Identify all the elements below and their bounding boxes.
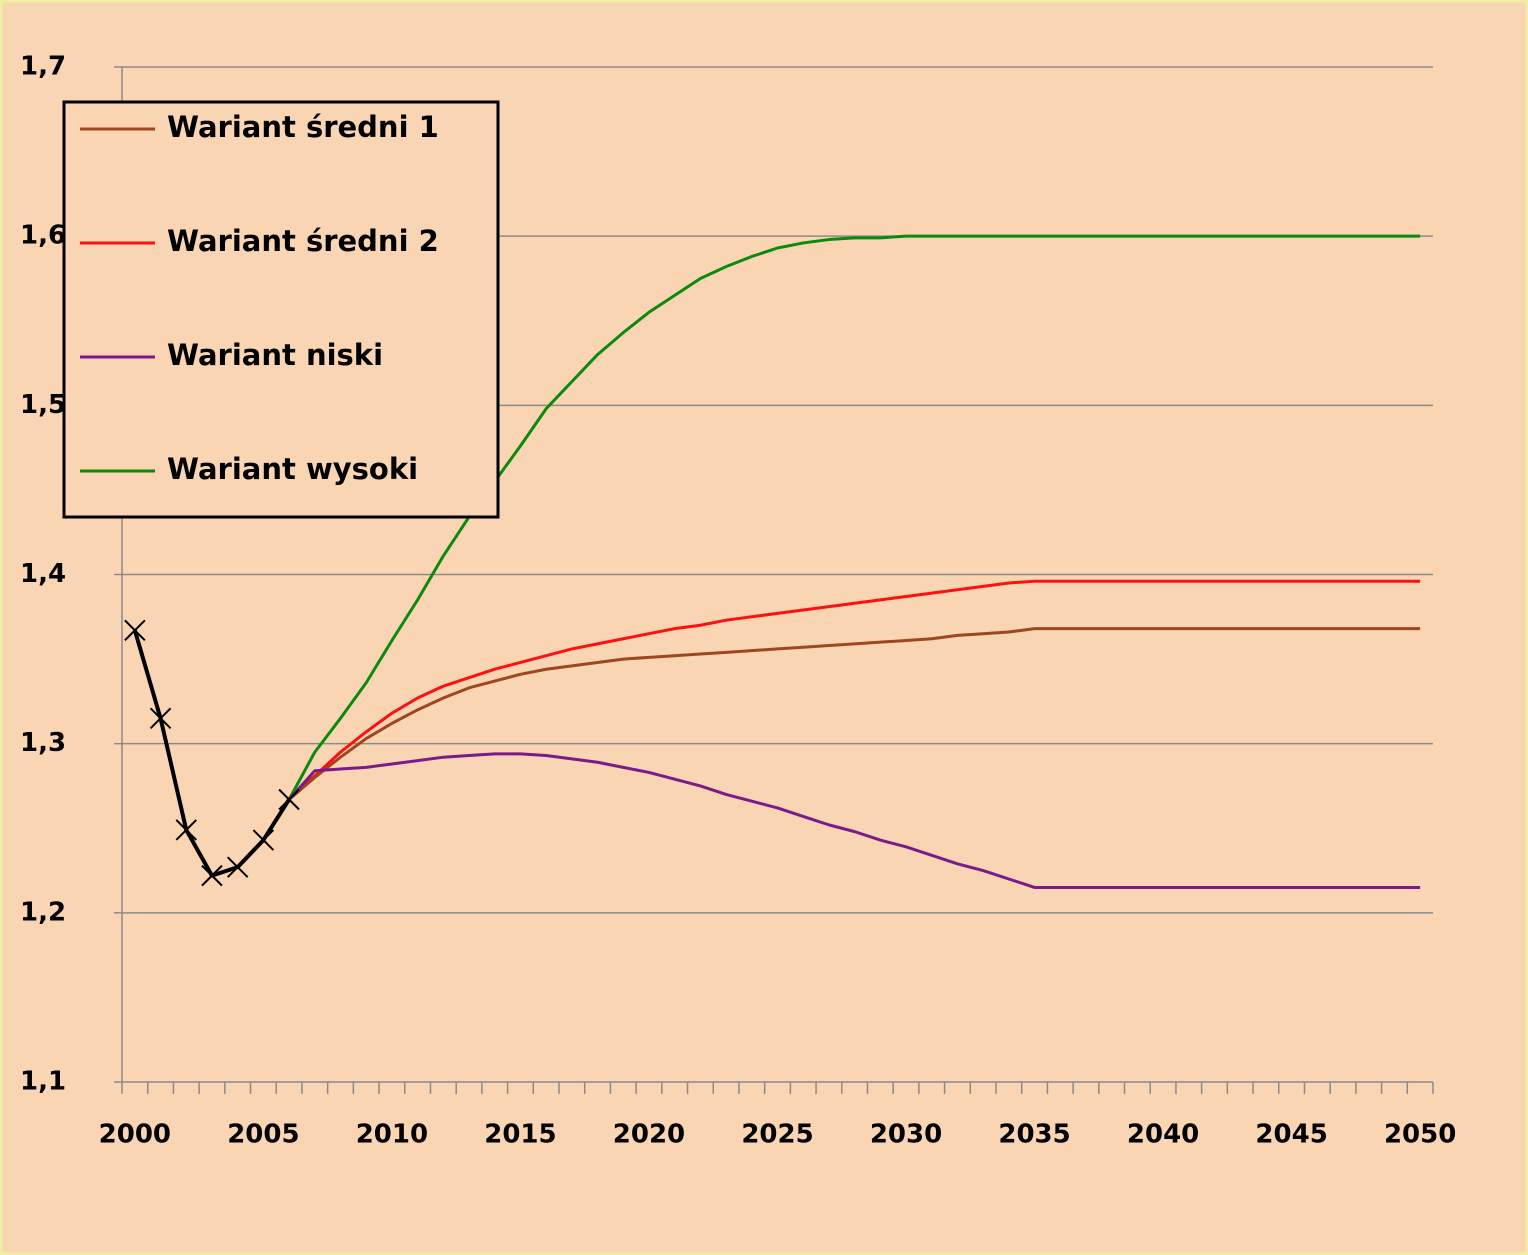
x-tick-label: 2050 [1384,1120,1456,1150]
x-tick-label: 2000 [99,1120,171,1150]
series-line [287,752,1421,889]
legend-box [62,100,500,519]
legend-label: Wariant średni 1 [167,110,439,144]
y-tick-label: 1,4 [20,559,66,589]
data-marker [124,619,146,642]
x-tick-label: 2020 [613,1120,685,1150]
y-tick-label: 1,6 [20,221,66,251]
legend-label: Wariant wysoki [167,452,418,486]
y-tick-label: 1,5 [20,390,66,420]
x-tick-label: 2045 [1255,1120,1327,1150]
data-marker [175,819,197,841]
y-tick-label: 1,7 [20,52,66,82]
data-marker [201,864,223,887]
x-tick-label: 2025 [741,1120,813,1150]
y-tick-label: 1,1 [20,1067,66,1097]
y-tick-label: 1,2 [20,897,66,927]
x-tick-label: 2005 [227,1120,299,1150]
legend: Wariant średni 1 Wariant średni 2 Wariant … [62,100,500,519]
series-line [288,579,1421,801]
series-line [288,627,1421,801]
data-marker [149,707,172,729]
x-tick-label: 2030 [870,1120,942,1150]
data-marker [278,788,300,811]
legend-label: Wariant średni 2 [167,224,439,258]
x-tick-label: 2040 [1127,1120,1199,1150]
legend-label: Wariant niski [167,338,383,372]
data-marker [226,856,249,878]
x-tick-label: 2015 [484,1120,556,1150]
y-tick-label: 1,3 [20,728,66,758]
data-marker [252,829,275,851]
x-tick-label: 2035 [998,1120,1070,1150]
x-tick-label: 2010 [356,1120,428,1150]
